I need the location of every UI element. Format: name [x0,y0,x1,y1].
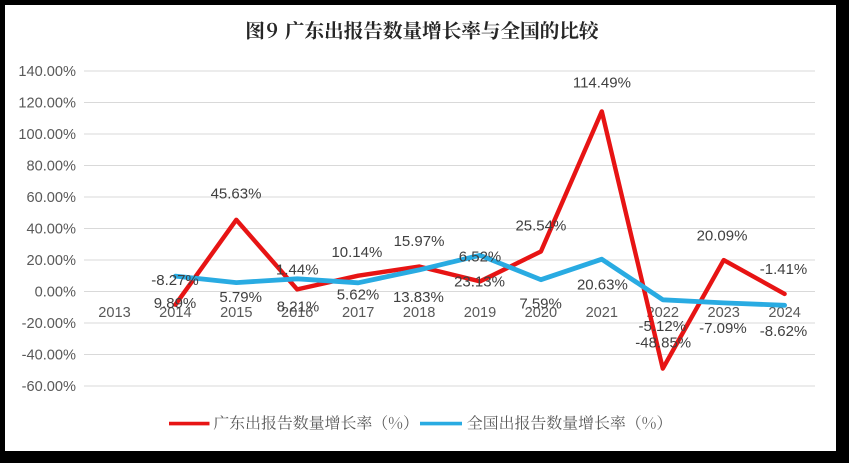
svg-text:80.00%: 80.00% [27,159,77,175]
svg-text:5.79%: 5.79% [219,289,262,306]
svg-text:20.09%: 20.09% [697,228,748,245]
svg-text:2014: 2014 [159,305,191,321]
svg-text:-20.00%: -20.00% [22,316,76,332]
svg-text:2018: 2018 [403,305,435,321]
svg-text:8.21%: 8.21% [277,299,320,316]
svg-text:2019: 2019 [464,305,496,321]
svg-text:2023: 2023 [707,305,739,321]
svg-text:100.00%: 100.00% [18,127,76,143]
svg-text:2024: 2024 [768,305,800,321]
svg-text:-60.00%: -60.00% [22,379,76,395]
svg-text:2013: 2013 [98,305,130,321]
svg-text:120.00%: 120.00% [18,96,76,112]
svg-text:140.00%: 140.00% [18,64,76,80]
svg-text:23.13%: 23.13% [454,273,505,290]
svg-text:10.14%: 10.14% [331,244,382,261]
svg-text:20.63%: 20.63% [577,277,628,294]
svg-text:6.52%: 6.52% [459,249,502,266]
svg-text:2021: 2021 [586,305,618,321]
svg-text:15.97%: 15.97% [394,233,445,250]
svg-text:-7.09%: -7.09% [699,320,747,337]
svg-text:20.00%: 20.00% [27,253,77,269]
svg-text:-1.41%: -1.41% [760,261,808,278]
svg-text:2016: 2016 [281,305,313,321]
svg-text:-8.27%: -8.27% [151,272,199,289]
svg-text:25.54%: 25.54% [515,217,566,234]
svg-text:-8.62%: -8.62% [760,323,808,340]
svg-text:2020: 2020 [525,305,557,321]
svg-text:13.83%: 13.83% [393,289,444,306]
svg-text:-40.00%: -40.00% [22,348,76,364]
svg-text:7.59%: 7.59% [519,296,562,313]
svg-text:40.00%: 40.00% [27,222,77,238]
svg-text:114.49%: 114.49% [573,75,631,92]
svg-text:0.00%: 0.00% [35,285,76,301]
svg-text:9.89%: 9.89% [154,295,197,312]
svg-text:2017: 2017 [342,305,374,321]
svg-text:2015: 2015 [220,305,252,321]
svg-text:45.63%: 45.63% [211,185,262,202]
svg-text:-48.85%: -48.85% [635,335,691,352]
svg-text:-5.12%: -5.12% [639,318,687,335]
svg-text:5.62%: 5.62% [337,287,380,304]
svg-text:1.44%: 1.44% [276,262,319,279]
svg-text:2022: 2022 [647,305,679,321]
svg-text:60.00%: 60.00% [27,190,77,206]
